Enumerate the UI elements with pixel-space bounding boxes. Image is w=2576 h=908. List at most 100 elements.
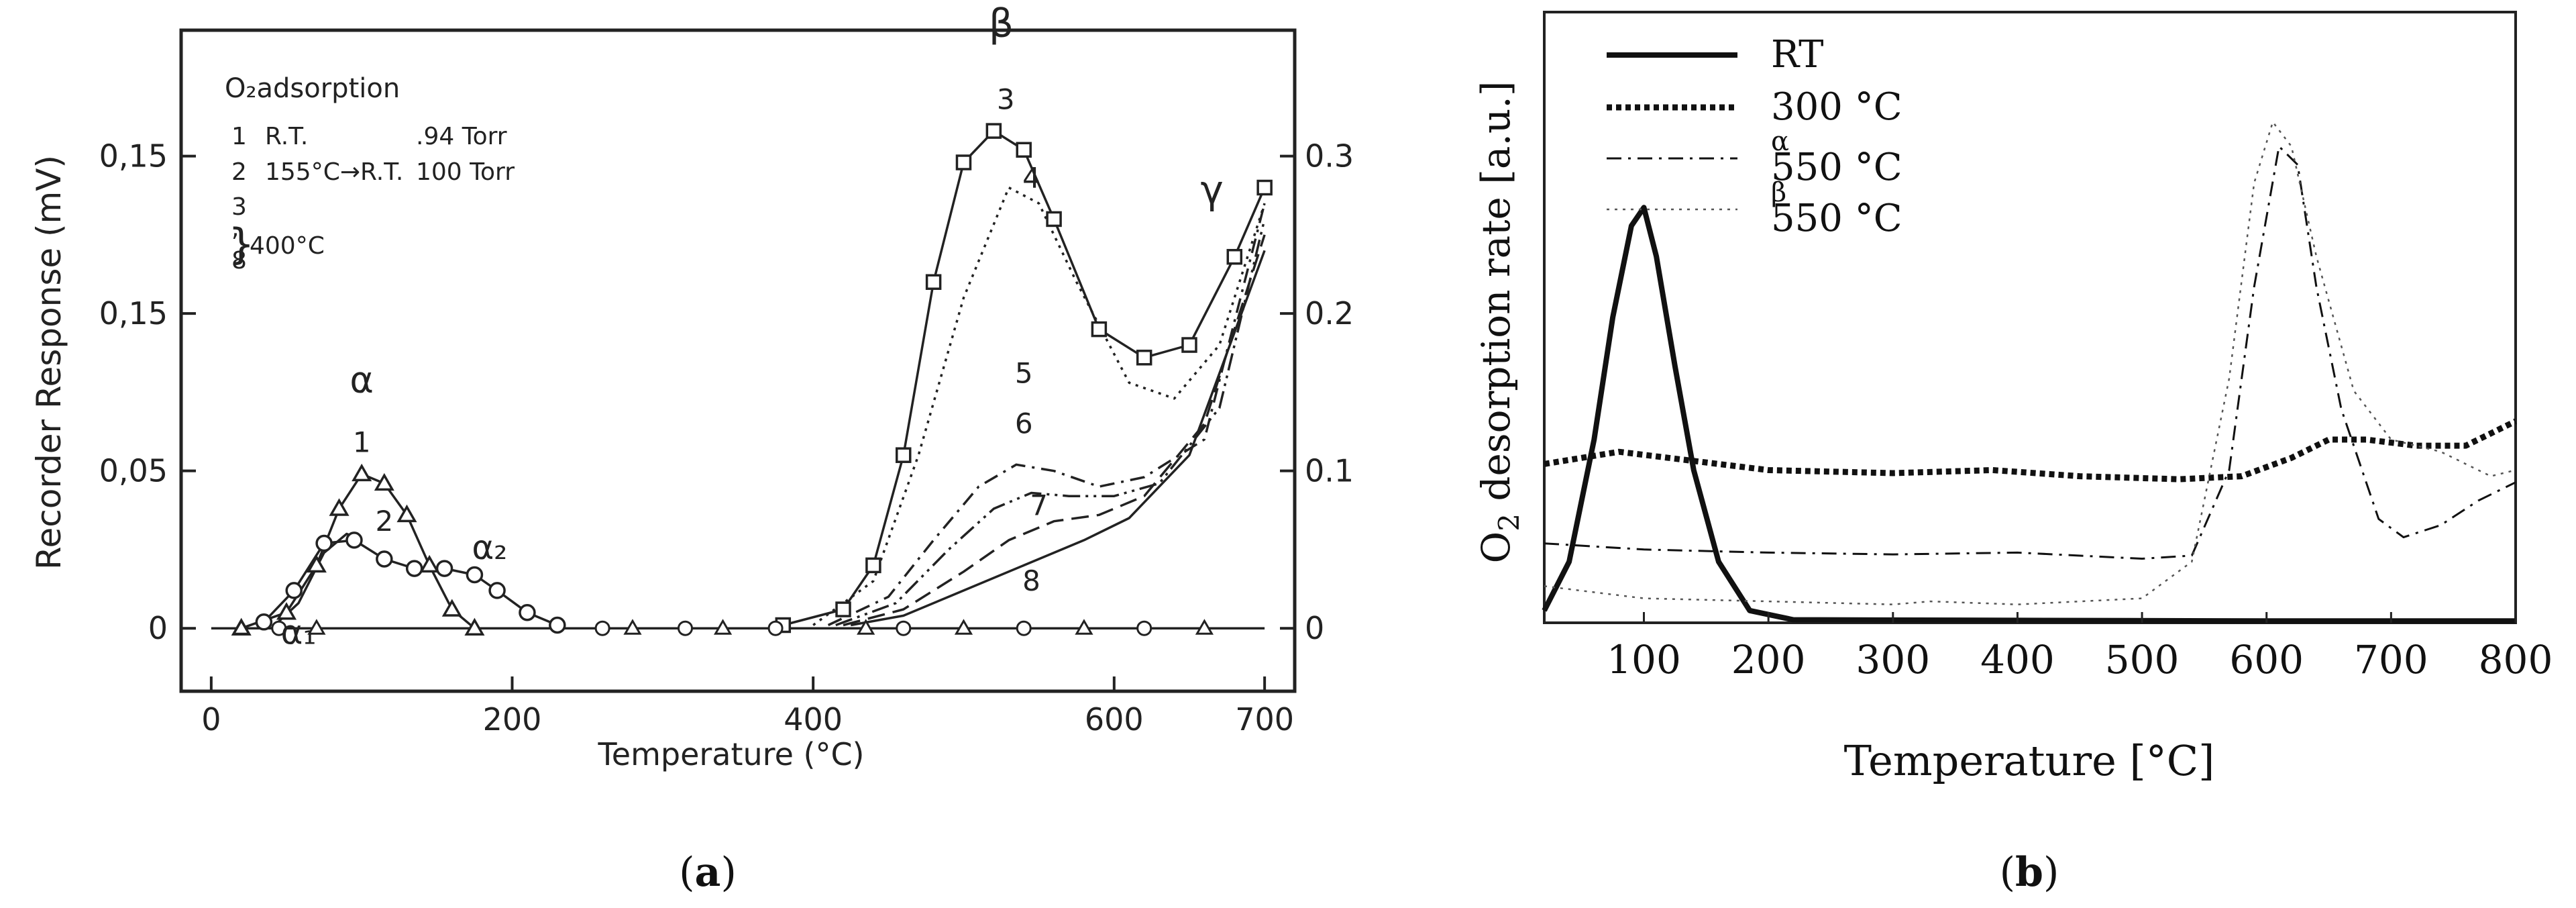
panel-a-x-tick-label: 400 — [784, 701, 843, 738]
panel-a-curve-8 — [850, 250, 1266, 627]
panel-a-curve-number: 5 — [1015, 356, 1033, 389]
panel-a-baseline-marker-4 — [623, 619, 642, 635]
panel-a: 0 200 400 600 700 0 0,05 0,15 0,15 0 0.1 0.2 0.3 O… — [30, 0, 1354, 896]
panel-a-legend-pressure: 100 Torr — [416, 158, 515, 186]
panel-a-marker-1-2 — [306, 554, 327, 573]
panel-b-curve-RT — [1542, 205, 2516, 624]
panel-b-x-tick-label: 500 — [2105, 637, 2180, 683]
panel-b-legend-sup: β — [1771, 177, 1786, 208]
panel-a-marker-3-8 — [1046, 211, 1062, 228]
panel-a-marker-3-4 — [925, 274, 942, 290]
panel-b-x-tick-label: 200 — [1731, 637, 1806, 683]
panel-b-x-tick-label: 100 — [1607, 637, 1681, 683]
panel-a-curve-number: 4 — [1022, 162, 1040, 195]
panel-a-legend-brace: } — [228, 219, 254, 268]
panel-a-legend-pressure: .94 Torr — [416, 123, 507, 150]
panel-a-marker-2-8 — [488, 582, 506, 599]
panel-a-peak-label: α₁ — [280, 613, 316, 652]
panel-a-baseline-marker-2 — [307, 619, 326, 635]
panel-a-marker-1-5 — [374, 472, 394, 491]
panel-a-marker-2-3 — [345, 532, 363, 549]
panel-b-legend-label: 550 °C — [1771, 197, 1902, 240]
panel-a-baseline-marker-6 — [713, 619, 733, 635]
panel-a-legend-num: 2 — [231, 158, 247, 186]
panel-a-baseline-marker-5 — [677, 620, 693, 636]
panel-a-curve-4 — [812, 186, 1266, 626]
panel-b-y-label-sub: 2 — [1493, 513, 1525, 532]
panel-a-marker-2-7 — [466, 566, 484, 584]
panel-b-legend-label: 300 °C — [1771, 85, 1902, 129]
panel-b-x-axis-label: Temperature [°C] — [1844, 736, 2215, 785]
panel-a-baseline-marker-14 — [1195, 619, 1214, 635]
panel-a-y-tick-label: 0,15 — [99, 138, 168, 174]
panel-a-marker-1-6 — [396, 504, 417, 523]
panel-b-legend-sup: α — [1771, 126, 1789, 157]
panel-a-legend-num: 8 — [231, 247, 247, 274]
panel-a-legend-text: 155°C→R.T. — [265, 158, 403, 186]
panel-a-y-tick-label: 0 — [148, 610, 168, 646]
panel-a-marker-2-5 — [405, 560, 423, 577]
panel-b-x-tick-label: 800 — [2479, 637, 2553, 683]
panel-a-curve-5 — [827, 203, 1266, 627]
panel-a-baseline-marker-13 — [1136, 620, 1152, 636]
panel-a-curve-1 — [241, 472, 476, 629]
panel-b-caption: (b) — [2000, 849, 2059, 896]
panel-a-legend-text: R.T. — [265, 123, 308, 150]
panel-a-marker-1-9 — [464, 617, 485, 636]
panel-a-marker-3-3 — [896, 447, 912, 463]
panel-a-y-tick-label: 0,15 — [99, 295, 168, 332]
panel-a-curve-number: 8 — [1022, 564, 1040, 597]
panel-a-marker-3-11 — [1181, 337, 1197, 353]
panel-a-x-tick-label: 600 — [1085, 701, 1144, 738]
panel-a-y2-tick-label: 0.1 — [1305, 453, 1354, 489]
panel-a-marker-2-1 — [285, 582, 303, 599]
panel-a-y2-tick-label: 0 — [1305, 610, 1324, 646]
panel-a-peak-label: α₂ — [472, 528, 507, 567]
panel-a-marker-3-2 — [865, 557, 881, 574]
panel-a-marker-1-7 — [419, 554, 440, 573]
panel-a-marker-3-9 — [1091, 321, 1108, 338]
panel-a-baseline-marker-9 — [896, 620, 912, 636]
panel-a-y2-tick-label: 0.2 — [1305, 295, 1354, 332]
panel-a-baseline-marker-3 — [594, 620, 610, 636]
panel-a-curve-number: 1 — [353, 426, 371, 459]
panel-a-y-axis-label: Recorder Response (mV) — [30, 155, 68, 570]
panel-a-x-axis-label: Temperature (°C) — [597, 736, 864, 772]
panel-b-curve--550-C — [1544, 121, 2516, 605]
panel-a-marker-3-5 — [955, 154, 972, 170]
panel-a-curve-number: 7 — [1030, 489, 1048, 521]
panel-a-curve-number: 6 — [1015, 407, 1033, 440]
panel-a-curve-6 — [835, 218, 1266, 627]
panel-a-baseline-marker-8 — [857, 619, 875, 635]
panel-a-marker-3-13 — [1256, 179, 1273, 196]
panel-b-y-label-main: O — [1473, 532, 1519, 564]
panel-a-caption: (a) — [679, 849, 737, 896]
panel-a-marker-2-4 — [376, 550, 393, 568]
panel-a-x-tick-label: 200 — [483, 701, 542, 738]
panel-a-x-tick-label: 0 — [201, 701, 221, 738]
panel-a-marker-2-2 — [315, 534, 333, 552]
panel-a-marker-1-8 — [441, 599, 462, 617]
panel-b-x-tick-label: 700 — [2354, 637, 2428, 683]
panel-a-y-tick-label: 0,05 — [99, 453, 168, 489]
panel-b-y-label-rest: desorption rate [a.u.] — [1473, 81, 1519, 513]
panel-b-legend-label: 550 °C — [1771, 146, 1902, 189]
panel-a-x-tick-label: 700 — [1235, 701, 1294, 738]
panel-a-baseline-marker-1 — [271, 620, 287, 636]
panel-a-peak-label: β — [989, 0, 1014, 46]
panel-a-marker-1-1 — [276, 602, 297, 620]
panel-a-baseline-marker-12 — [1075, 619, 1093, 635]
panel-a-marker-3-7 — [1016, 142, 1032, 158]
panel-a-marker-3-12 — [1226, 248, 1243, 265]
panel-a-curve-7 — [843, 234, 1266, 627]
panel-a-baseline-marker-11 — [1016, 620, 1032, 636]
panel-a-caption-letter: a — [695, 849, 721, 896]
panel-b-curve--550-C — [1544, 145, 2516, 560]
panel-a-legend-num: 3 — [231, 193, 247, 221]
panel-a-legend-num: , — [231, 215, 239, 242]
panel-a-marker-2-9 — [519, 603, 536, 621]
panel-a-plot-frame — [179, 28, 1297, 693]
panel-a-baseline-marker-7 — [767, 620, 784, 636]
panel-a-peak-label: γ — [1200, 167, 1223, 213]
